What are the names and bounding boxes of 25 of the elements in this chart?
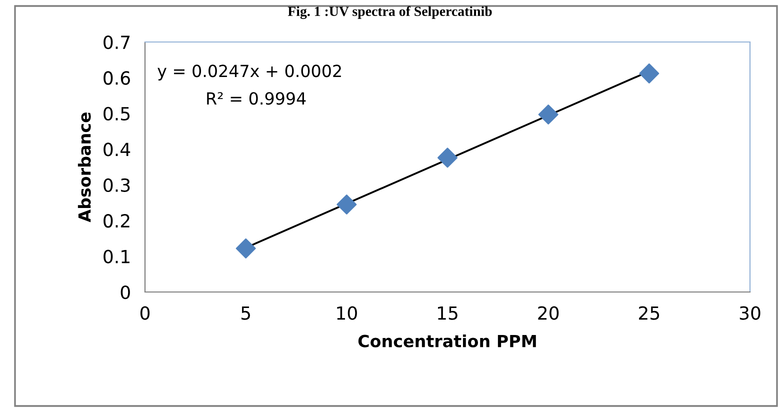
point (437, 148, 458, 168)
y-tick-label: 0.2 (104, 214, 130, 228)
x-axis-title: Concentration PPM (358, 334, 536, 348)
point (336, 194, 357, 215)
x-tick-label: 15 (438, 306, 458, 320)
point (236, 238, 256, 258)
x-tick-label: 25 (639, 306, 660, 320)
y-tick-label: 0.3 (104, 178, 130, 192)
point (639, 63, 660, 84)
y-tick-label: 0.1 (104, 250, 130, 264)
y-tick-label: 0.5 (104, 106, 130, 121)
chart-title: Fig. 1 :UV spectra of Selpercatinib (288, 6, 492, 19)
x-tick-label: 0 (140, 306, 150, 320)
point (538, 104, 558, 125)
y-axis-title: Absorbance (78, 112, 91, 222)
y-tick-label: 0.6 (104, 71, 130, 85)
annotation: y = 0.0247x + 0.0002 (158, 64, 341, 80)
y-tick-label: 0 (120, 285, 130, 300)
x-tick-label: 10 (337, 306, 357, 320)
y-tick-label: 0.7 (104, 35, 130, 50)
x-tick-label: 20 (538, 306, 559, 320)
x-tick-label: 30 (740, 306, 760, 320)
y-tick-label: 0.4 (104, 142, 130, 156)
x-tick-label: 5 (241, 306, 250, 320)
annotation: R² = 0.9994 (207, 92, 306, 105)
